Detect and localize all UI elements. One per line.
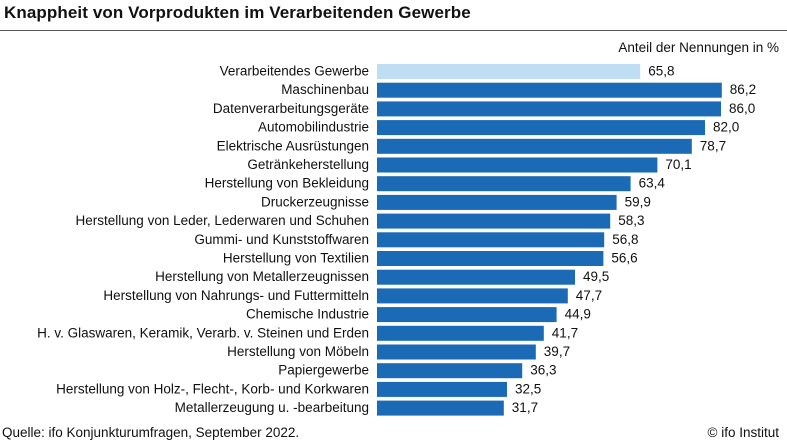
category-label: Metallerzeugung u. -bearbeitung — [175, 400, 369, 415]
category-label: Herstellung von Metallerzeugnissen — [155, 269, 369, 284]
bar-highlight — [377, 64, 641, 79]
bar — [377, 269, 575, 285]
bar — [377, 325, 544, 341]
value-label: 58,3 — [618, 213, 644, 228]
category-label: Herstellung von Leder, Lederwaren und Sc… — [76, 213, 369, 228]
value-label: 41,7 — [552, 325, 578, 340]
category-label: Automobilindustrie — [258, 120, 369, 135]
bar — [377, 120, 705, 136]
source-note: Quelle: ifo Konjunkturumfragen, Septembe… — [2, 425, 300, 440]
value-label: 49,5 — [583, 269, 609, 284]
value-label: 82,0 — [713, 120, 739, 135]
category-label: Elektrische Ausrüstungen — [217, 138, 369, 153]
category-label: Maschinenbau — [281, 82, 369, 97]
bar — [377, 288, 568, 304]
category-label: Herstellung von Textilien — [223, 251, 369, 266]
value-label: 39,7 — [544, 344, 570, 359]
bar — [377, 344, 536, 360]
value-label: 56,6 — [611, 251, 637, 266]
bar — [377, 307, 557, 323]
chart-title: Knappheit von Vorprodukten im Verarbeite… — [4, 3, 471, 22]
category-label: Getränkeherstellung — [247, 157, 369, 172]
category-label: Datenverarbeitungsgeräte — [213, 101, 369, 116]
category-label: Herstellung von Bekleidung — [205, 176, 369, 191]
category-label: Herstellung von Holz-, Flecht-, Korb- un… — [56, 381, 369, 396]
bar — [377, 381, 507, 397]
bar — [377, 157, 658, 173]
value-label: 31,7 — [512, 400, 538, 415]
bar — [377, 138, 692, 154]
value-label: 36,3 — [530, 363, 556, 378]
category-label: Verarbeitendes Gewerbe — [220, 64, 369, 79]
value-label: 70,1 — [665, 157, 691, 172]
value-label: 78,7 — [700, 138, 726, 153]
category-label: Gummi- und Kunststoffwaren — [194, 232, 369, 247]
bar — [377, 363, 523, 379]
unit-label: Anteil der Nennungen in % — [618, 40, 779, 55]
value-label: 47,7 — [576, 288, 602, 303]
bar — [377, 213, 611, 229]
bar — [377, 400, 504, 416]
value-label: 32,5 — [515, 381, 541, 396]
bar — [377, 101, 721, 117]
value-label: 86,0 — [729, 101, 755, 116]
value-label: 63,4 — [639, 176, 666, 191]
value-label: 56,8 — [612, 232, 638, 247]
category-label: H. v. Glaswaren, Keramik, Verarb. v. Ste… — [37, 325, 369, 340]
bar — [377, 251, 604, 266]
bar — [377, 194, 617, 210]
value-label: 59,9 — [625, 194, 651, 209]
title-divider — [0, 30, 787, 31]
copyright-credit: © ifo Institut — [707, 425, 779, 440]
category-label: Chemische Industrie — [246, 307, 369, 322]
bar — [377, 232, 605, 248]
category-label: Herstellung von Möbeln — [227, 344, 369, 359]
bar-chart: Verarbeitendes Gewerbe 65,8 Maschinenbau 86… — [37, 64, 756, 416]
value-label: 86,2 — [730, 82, 756, 97]
bar — [377, 82, 722, 98]
value-label: 44,9 — [565, 307, 591, 322]
category-label: Druckerzeugnisse — [261, 194, 369, 209]
value-label: 65,8 — [648, 64, 674, 79]
category-label: Herstellung von Nahrungs- und Futtermitt… — [103, 288, 369, 303]
bar — [377, 176, 631, 192]
category-label: Papiergewerbe — [278, 363, 369, 378]
